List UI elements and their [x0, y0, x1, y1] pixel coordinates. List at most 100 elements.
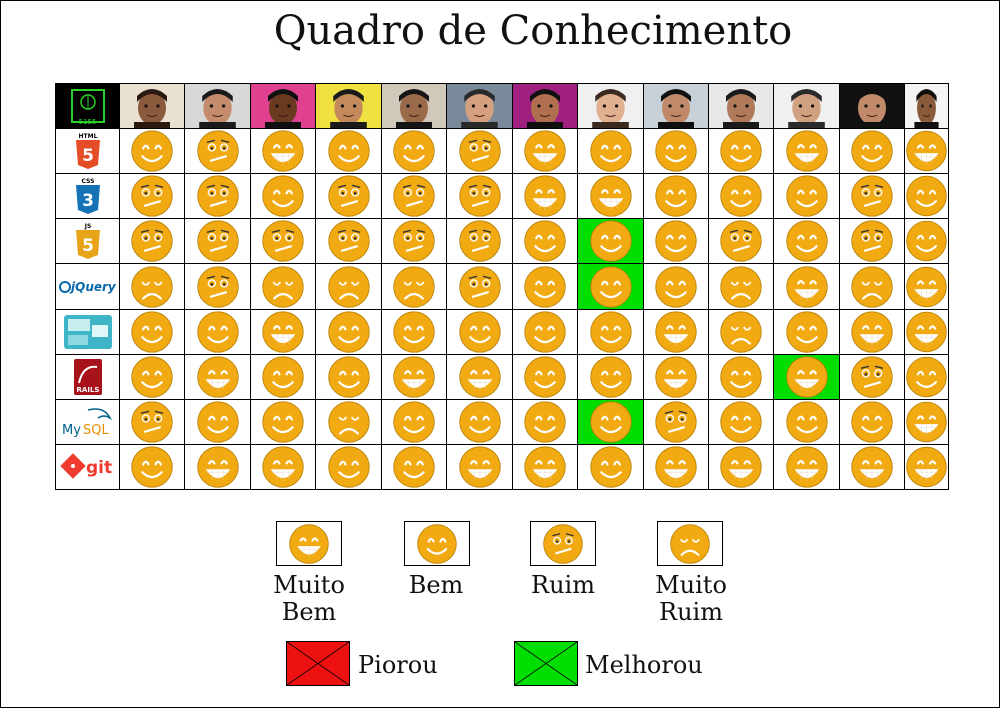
smile-icon-muito-bem: [785, 446, 828, 488]
smile-icon-muito-bem: [458, 446, 501, 488]
knowledge-cell: [446, 354, 513, 400]
knowledge-cell: [577, 263, 644, 310]
avatar-icon: [905, 84, 948, 128]
knowledge-cell: [839, 354, 905, 400]
knowledge-cell: [184, 399, 251, 445]
smile-icon-bem: [851, 130, 893, 172]
knowledge-cell: [904, 354, 949, 400]
neutral-icon-ruim: [393, 220, 435, 262]
neutral-icon-ruim: [131, 401, 173, 443]
sad-icon-muito-ruim: [327, 265, 370, 308]
knowledge-cell: [315, 218, 382, 264]
knowledge-cell: [839, 399, 905, 445]
knowledge-cell: [904, 218, 949, 264]
tech-logo-rails: RAILS: [55, 354, 120, 400]
smile-icon-bem: [131, 356, 173, 398]
knowledge-cell: [904, 128, 949, 174]
knowledge-cell: [250, 354, 316, 400]
avatar-icon: [513, 84, 577, 128]
knowledge-cell: [446, 309, 513, 355]
smile-icon-muito-bem: [458, 356, 501, 398]
knowledge-cell: [839, 218, 905, 264]
knowledge-cell: [643, 128, 709, 174]
person-photo: [446, 83, 513, 129]
smile-icon-bem: [524, 311, 566, 353]
person-photo: [773, 83, 840, 129]
smile-icon-bem: [327, 446, 370, 488]
smile-icon-bem: [327, 356, 370, 398]
neutral-icon-ruim: [196, 130, 239, 172]
knowledge-cell: [119, 128, 185, 174]
knowledge-cell: [904, 444, 949, 490]
knowledge-cell: [773, 354, 840, 400]
neutral-icon-ruim: [393, 175, 435, 217]
smile-icon-bem: [589, 311, 632, 353]
tech-logo-html5: HTML 5: [55, 128, 120, 174]
neutral-icon-ruim: [196, 175, 239, 217]
smile-icon-muito-bem: [655, 311, 697, 353]
smile-icon-muito-bem: [524, 130, 566, 172]
legend-ruim-box: [530, 521, 596, 566]
knowledge-cell: [250, 444, 316, 490]
knowledge-cell: [643, 309, 709, 355]
person-photo: [184, 83, 251, 129]
smile-icon-bem: [785, 175, 828, 217]
knowledge-cell: [446, 218, 513, 264]
css3-icon: CSS 3: [75, 178, 100, 214]
svg-text:JS: JS: [83, 223, 91, 230]
knowledge-cell: [512, 128, 578, 174]
knowledge-cell: [904, 399, 949, 445]
knowledge-cell: [446, 444, 513, 490]
knowledge-cell: [446, 263, 513, 310]
smile-icon-bem: [906, 356, 947, 398]
neutral-icon-ruim: [327, 220, 370, 262]
svg-text:3: 3: [82, 191, 94, 211]
knowledge-cell: [184, 309, 251, 355]
avatar-icon: [644, 84, 708, 128]
smile-icon-muito-bem: [851, 311, 893, 353]
sad-icon-muito-ruim: [851, 265, 893, 308]
knowledge-cell: [708, 218, 774, 264]
avatar-icon: [709, 84, 773, 128]
knowledge-cell: [773, 218, 840, 264]
knowledge-cell: [250, 263, 316, 310]
knowledge-cell: [904, 309, 949, 355]
smile-icon-muito-bem: [393, 356, 435, 398]
smile-icon-bem: [589, 356, 632, 398]
smile-icon-muito-bem: [289, 523, 329, 564]
smile-icon-bem: [131, 130, 173, 172]
smile-icon-muito-bem: [196, 356, 239, 398]
smile-icon-muito-bem: [720, 446, 762, 488]
knowledge-cell: [315, 354, 382, 400]
knowledge-cell: [315, 444, 382, 490]
knowledge-cell: [577, 128, 644, 174]
smile-icon-bem: [720, 356, 762, 398]
person-photo: [643, 83, 709, 129]
knowledge-cell: [381, 128, 447, 174]
neutral-icon-ruim: [458, 265, 501, 308]
smile-icon-bem: [196, 311, 239, 353]
avatar-icon: [774, 84, 839, 128]
person-photo: [904, 83, 949, 129]
knowledge-cell: [577, 354, 644, 400]
cross-icon: [286, 641, 350, 686]
neutral-icon-ruim: [131, 175, 173, 217]
smile-icon-muito-bem: [785, 265, 828, 308]
smile-icon-bem: [393, 401, 435, 443]
knowledge-cell: [577, 399, 644, 445]
knowledge-cell: [839, 173, 905, 219]
person-photo: [250, 83, 316, 129]
avatar-icon: [316, 84, 381, 128]
knowledge-cell: [839, 263, 905, 310]
legend-worsened-label: Piorou: [358, 651, 438, 679]
knowledge-cell: [119, 309, 185, 355]
knowledge-cell: [904, 263, 949, 310]
legend-muito-bem-label: Muito Bem: [273, 571, 345, 626]
html5-icon: HTML 5: [75, 133, 100, 169]
smile-icon-bem: [458, 311, 501, 353]
smile-icon-bem: [131, 446, 173, 488]
neutral-icon-ruim: [851, 356, 893, 398]
smile-icon-bem: [655, 265, 697, 308]
smile-icon-muito-bem: [906, 401, 947, 443]
svg-text:HTML: HTML: [78, 133, 97, 140]
